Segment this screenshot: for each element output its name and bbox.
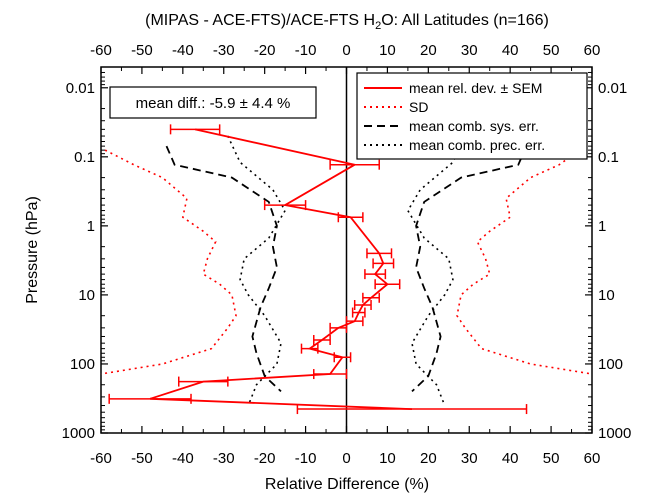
y-tick-label-left: 0.1	[74, 149, 95, 166]
prec-err-line-left	[227, 135, 287, 406]
x-tick-label-bottom: -60	[90, 450, 112, 467]
x-tick-label-top: 0	[342, 42, 350, 59]
x-tick-label-bottom: 20	[420, 450, 437, 467]
legend: mean rel. dev. ± SEM SD mean comb. sys. …	[356, 72, 588, 160]
x-tick-label-bottom: -20	[254, 450, 276, 467]
sys-err-line-right	[411, 145, 528, 393]
chart-title-prefix: (MIPAS - ACE-FTS)/ACE-FTS H	[145, 12, 375, 29]
y-tick-label-left: 1	[87, 218, 95, 235]
y-tick-label-right: 0.01	[598, 80, 627, 97]
y-tick-label-left: 0.01	[66, 80, 95, 97]
x-tick-label-bottom: 40	[502, 450, 519, 467]
sys-err-series	[165, 145, 528, 393]
prec-err-series	[227, 135, 466, 406]
x-tick-label-bottom: -50	[131, 450, 153, 467]
chart-title-suffix: O: All Latitudes (n=166)	[381, 12, 549, 29]
legend-label-mean: mean rel. dev. ± SEM	[409, 80, 542, 96]
mean-line	[149, 128, 413, 410]
mean-series	[108, 124, 528, 415]
y-tick-label-right: 1	[598, 218, 606, 235]
legend-label-sd: SD	[409, 99, 428, 115]
sd-line-left	[100, 149, 237, 375]
y-tick-label-right: 1000	[598, 425, 631, 442]
x-tick-label-top: 30	[461, 42, 478, 59]
prec-err-line-right	[406, 135, 466, 406]
x-tick-label-top: -30	[213, 42, 235, 59]
x-tick-label-top: -10	[295, 42, 317, 59]
y-tick-label-right: 10	[598, 287, 615, 304]
x-tick-label-bottom: 10	[379, 450, 396, 467]
chart-title-subscript: 2	[375, 20, 381, 32]
sd-line-right	[456, 149, 593, 375]
chart-title: (MIPAS - ACE-FTS)/ACE-FTS H2O: All Latit…	[145, 12, 549, 32]
annotation-text: mean diff.: -5.9 ± 4.4 %	[136, 95, 291, 112]
x-tick-label-top: -40	[172, 42, 194, 59]
x-tick-label-bottom: -10	[295, 450, 317, 467]
tick-group: -60-60-50-50-40-40-30-30-20-20-10-100010…	[62, 42, 632, 467]
x-tick-label-top: 60	[584, 42, 601, 59]
x-tick-label-bottom: 50	[543, 450, 560, 467]
legend-label-sys: mean comb. sys. err.	[409, 118, 539, 134]
legend-label-prec: mean comb. prec. err.	[409, 137, 545, 153]
x-tick-label-top: -50	[131, 42, 153, 59]
annotation-box	[109, 86, 317, 119]
y-tick-label-left: 1000	[62, 425, 95, 442]
y-tick-label-right: 100	[598, 356, 623, 373]
sd-series	[100, 149, 593, 375]
x-tick-label-bottom: -30	[213, 450, 235, 467]
x-tick-label-top: 40	[502, 42, 519, 59]
y-tick-label-right: 0.1	[598, 149, 619, 166]
x-tick-label-top: 50	[543, 42, 560, 59]
x-tick-label-bottom: 30	[461, 450, 478, 467]
sys-err-line-left	[165, 145, 282, 393]
x-tick-label-bottom: -40	[172, 450, 194, 467]
x-tick-label-bottom: 60	[584, 450, 601, 467]
x-axis-label: Relative Difference (%)	[265, 476, 429, 493]
x-tick-label-bottom: 0	[342, 450, 350, 467]
x-tick-label-top: 20	[420, 42, 437, 59]
y-tick-label-left: 100	[70, 356, 95, 373]
x-tick-label-top: 10	[379, 42, 396, 59]
x-tick-label-top: -20	[254, 42, 276, 59]
y-tick-label-left: 10	[78, 287, 95, 304]
x-tick-label-top: -60	[90, 42, 112, 59]
y-axis-label: Pressure (hPa)	[24, 196, 41, 304]
